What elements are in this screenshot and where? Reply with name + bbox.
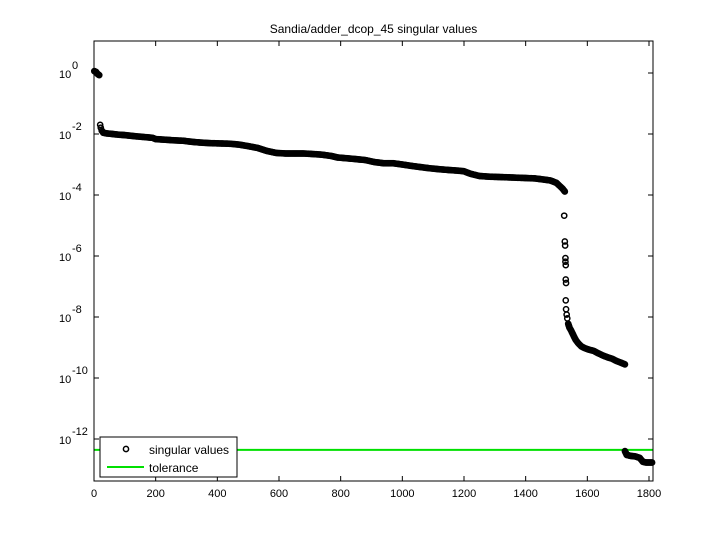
- y-tick-label: 10: [59, 374, 71, 386]
- data-point: [562, 258, 569, 266]
- data-point: [562, 276, 570, 283]
- data-point: [561, 188, 569, 195]
- data-point: [648, 459, 656, 466]
- data-point: [561, 238, 569, 245]
- data-point: [621, 361, 629, 368]
- x-tick-label: 0: [91, 488, 97, 500]
- legend-label-tolerance: tolerance: [149, 461, 199, 475]
- x-tick-label: 400: [208, 488, 226, 500]
- legend: singular values tolerance: [99, 436, 238, 478]
- y-tick-exponent: -10: [72, 365, 88, 377]
- y-tick-exponent: 0: [72, 60, 78, 72]
- data-point: [560, 212, 568, 220]
- data-point: [562, 261, 570, 269]
- y-tick-label: 10: [59, 313, 71, 325]
- x-tick-label: 1400: [513, 488, 537, 500]
- axes: 0 200 400 600 800 1000 1200 1400 1600 180010010-2…: [59, 40, 661, 500]
- y-tick-exponent: -8: [72, 304, 82, 316]
- x-tick-label: 200: [146, 488, 164, 500]
- y-tick-exponent: -12: [72, 426, 88, 438]
- data-point: [562, 254, 569, 262]
- data-point: [562, 305, 570, 313]
- data-point: [563, 311, 571, 318]
- data-point: [561, 242, 569, 249]
- y-tick-label: 10: [59, 130, 71, 142]
- legend-box: [99, 436, 238, 478]
- data-point: [96, 121, 104, 129]
- y-tick-label: 10: [59, 435, 71, 447]
- data-point: [562, 297, 570, 304]
- data-layer: [90, 67, 656, 466]
- x-tick-label: 1000: [390, 488, 414, 500]
- x-tick-label: 1200: [452, 488, 476, 500]
- y-tick-label: 10: [59, 69, 71, 81]
- y-tick-label: 10: [59, 191, 71, 203]
- y-tick-exponent: -6: [72, 243, 82, 255]
- legend-label-singular-values: singular values: [149, 443, 229, 457]
- y-tick-exponent: -2: [72, 121, 82, 133]
- singular-values-series: [90, 67, 656, 466]
- legend-marker-circle-icon: [122, 445, 130, 453]
- y-tick-exponent: -4: [72, 182, 82, 194]
- x-tick-label: 600: [270, 488, 288, 500]
- y-tick-label: 10: [59, 252, 71, 264]
- x-tick-label: 1800: [637, 488, 661, 500]
- data-point: [95, 71, 103, 79]
- plot-frame: [93, 40, 654, 482]
- chart-title: Sandia/adder_dcop_45 singular values: [269, 22, 478, 36]
- x-tick-label: 800: [331, 488, 349, 500]
- data-point: [562, 279, 570, 287]
- x-tick-label: 1600: [575, 488, 599, 500]
